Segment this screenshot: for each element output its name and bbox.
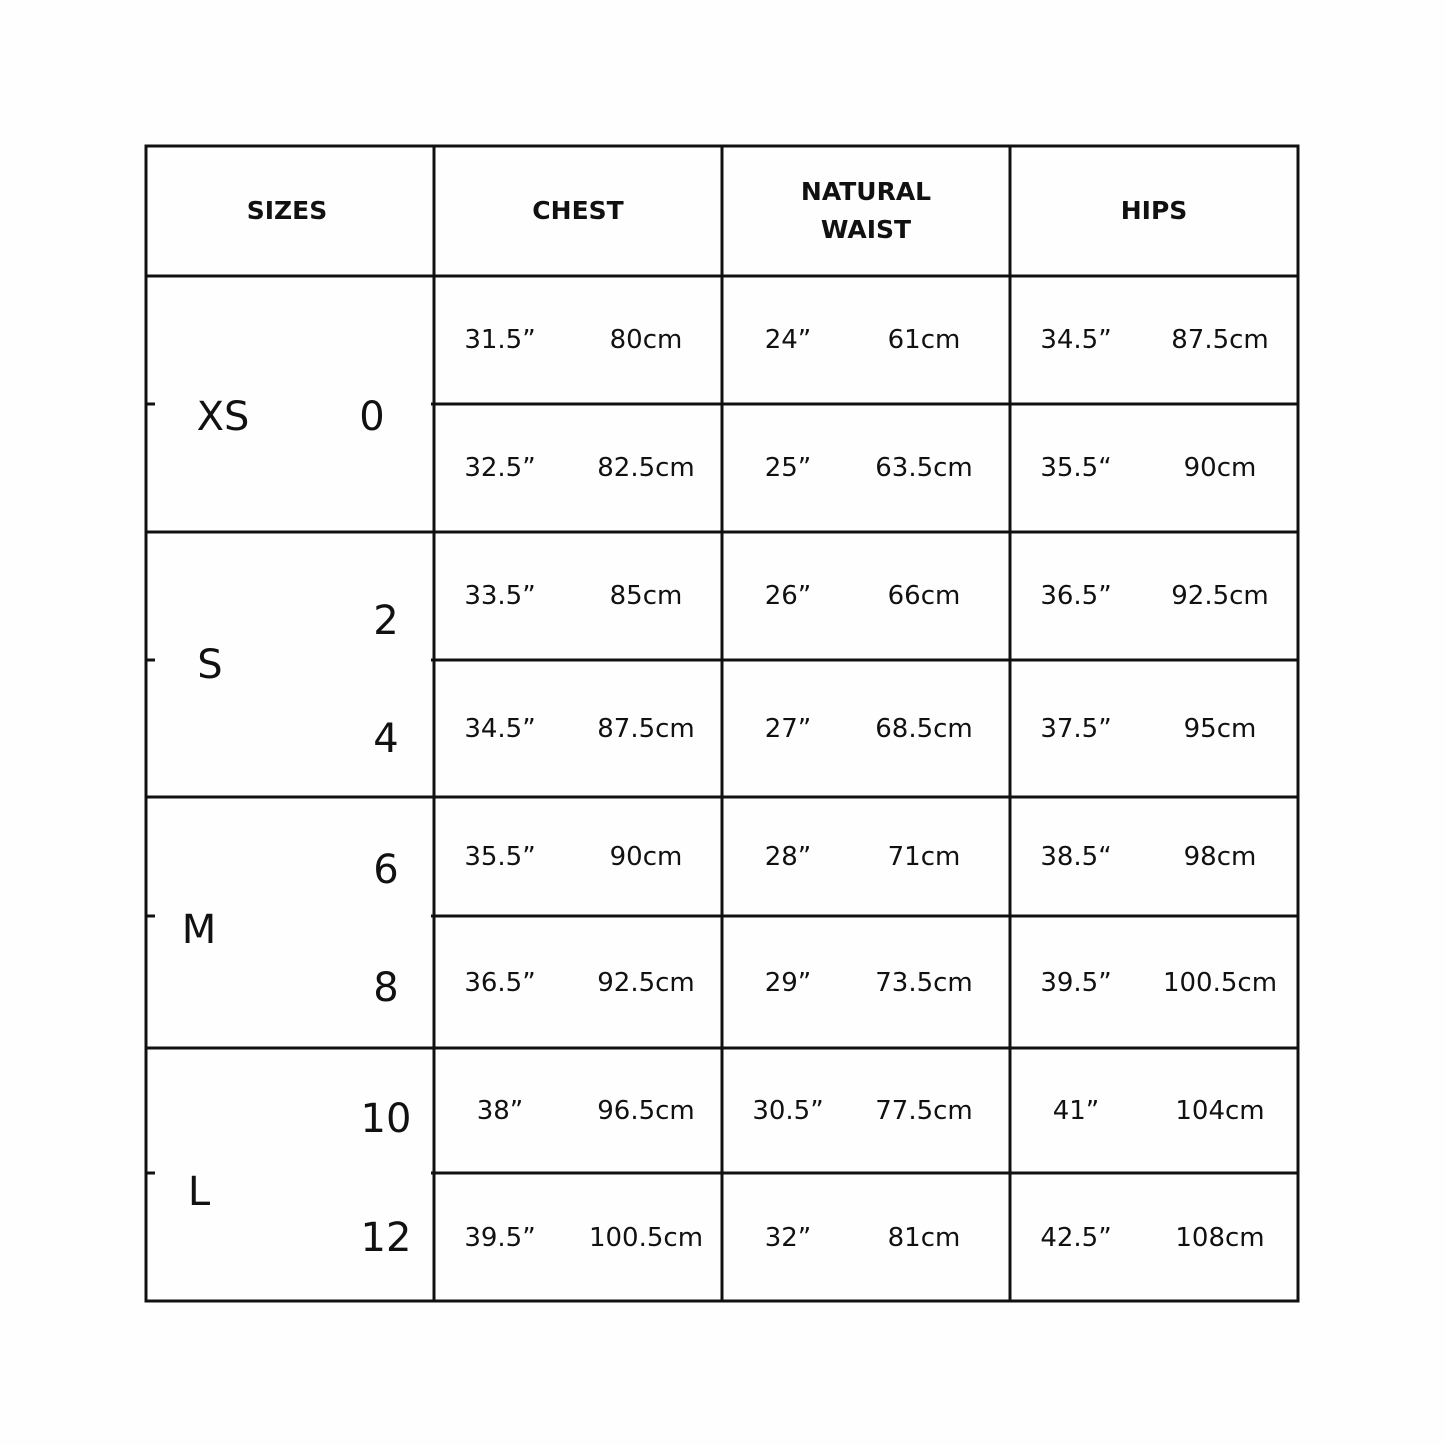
cm-value: 98cm (1183, 842, 1257, 872)
inch-value: 34.5” (464, 714, 536, 744)
inch-value: 42.5” (1040, 1223, 1112, 1253)
cm-value: 66cm (887, 581, 961, 611)
column-header: SIZES (246, 196, 328, 225)
column-header: NATURAL WAIST (800, 177, 932, 244)
size-number: 2 (373, 598, 399, 644)
inch-value: 29” (764, 968, 812, 998)
size-number: 0 (359, 394, 385, 440)
cm-value: 95cm (1183, 714, 1257, 744)
inch-value: 39.5” (464, 1223, 536, 1253)
cm-value: 108cm (1175, 1223, 1265, 1253)
inch-value: 32” (764, 1223, 812, 1253)
inch-value: 36.5” (1040, 581, 1112, 611)
cm-value: 87.5cm (597, 714, 695, 744)
size-letter: S (197, 642, 223, 688)
cm-value: 100.5cm (1162, 968, 1278, 998)
cm-value: 100.5cm (588, 1223, 704, 1253)
cm-value: 85cm (609, 581, 683, 611)
inch-value: 35.5“ (1040, 453, 1112, 483)
inch-value: 36.5” (464, 968, 536, 998)
size-number: 12 (360, 1215, 412, 1261)
inch-value: 41” (1052, 1096, 1100, 1126)
size-number: 6 (373, 847, 399, 893)
cm-value: 77.5cm (875, 1096, 973, 1126)
cm-value: 90cm (609, 842, 683, 872)
cm-value: 96.5cm (597, 1096, 695, 1126)
cm-value: 92.5cm (1171, 581, 1269, 611)
cm-value: 92.5cm (597, 968, 695, 998)
size-letter: XS (196, 394, 250, 440)
cm-value: 104cm (1175, 1096, 1265, 1126)
column-header: CHEST (532, 196, 624, 225)
inch-value: 25” (764, 453, 812, 483)
cm-value: 87.5cm (1171, 325, 1269, 355)
inch-value: 27” (764, 714, 812, 744)
inch-value: 30.5” (752, 1096, 824, 1126)
size-letter: M (181, 907, 217, 953)
cm-value: 63.5cm (875, 453, 973, 483)
inch-value: 35.5” (464, 842, 536, 872)
cm-value: 81cm (887, 1223, 961, 1253)
cm-value: 90cm (1183, 453, 1257, 483)
cm-value: 68.5cm (875, 714, 973, 744)
size-number: 8 (373, 965, 399, 1011)
inch-value: 37.5” (1040, 714, 1112, 744)
inch-value: 31.5” (464, 325, 536, 355)
cm-value: 82.5cm (597, 453, 695, 483)
size-letter: L (187, 1169, 211, 1215)
size-number: 4 (373, 716, 399, 762)
cm-value: 80cm (609, 325, 683, 355)
inch-value: 28” (764, 842, 812, 872)
inch-value: 39.5” (1040, 968, 1112, 998)
inch-value: 38.5“ (1040, 842, 1112, 872)
size-number: 10 (360, 1096, 412, 1142)
inch-value: 32.5” (464, 453, 536, 483)
inch-value: 33.5” (464, 581, 536, 611)
cm-value: 71cm (887, 842, 961, 872)
inch-value: 38” (476, 1096, 524, 1126)
inch-value: 26” (764, 581, 812, 611)
cm-value: 73.5cm (875, 968, 973, 998)
inch-value: 34.5” (1040, 325, 1112, 355)
inch-value: 24” (764, 325, 812, 355)
column-header: HIPS (1120, 196, 1188, 225)
cm-value: 61cm (887, 325, 961, 355)
